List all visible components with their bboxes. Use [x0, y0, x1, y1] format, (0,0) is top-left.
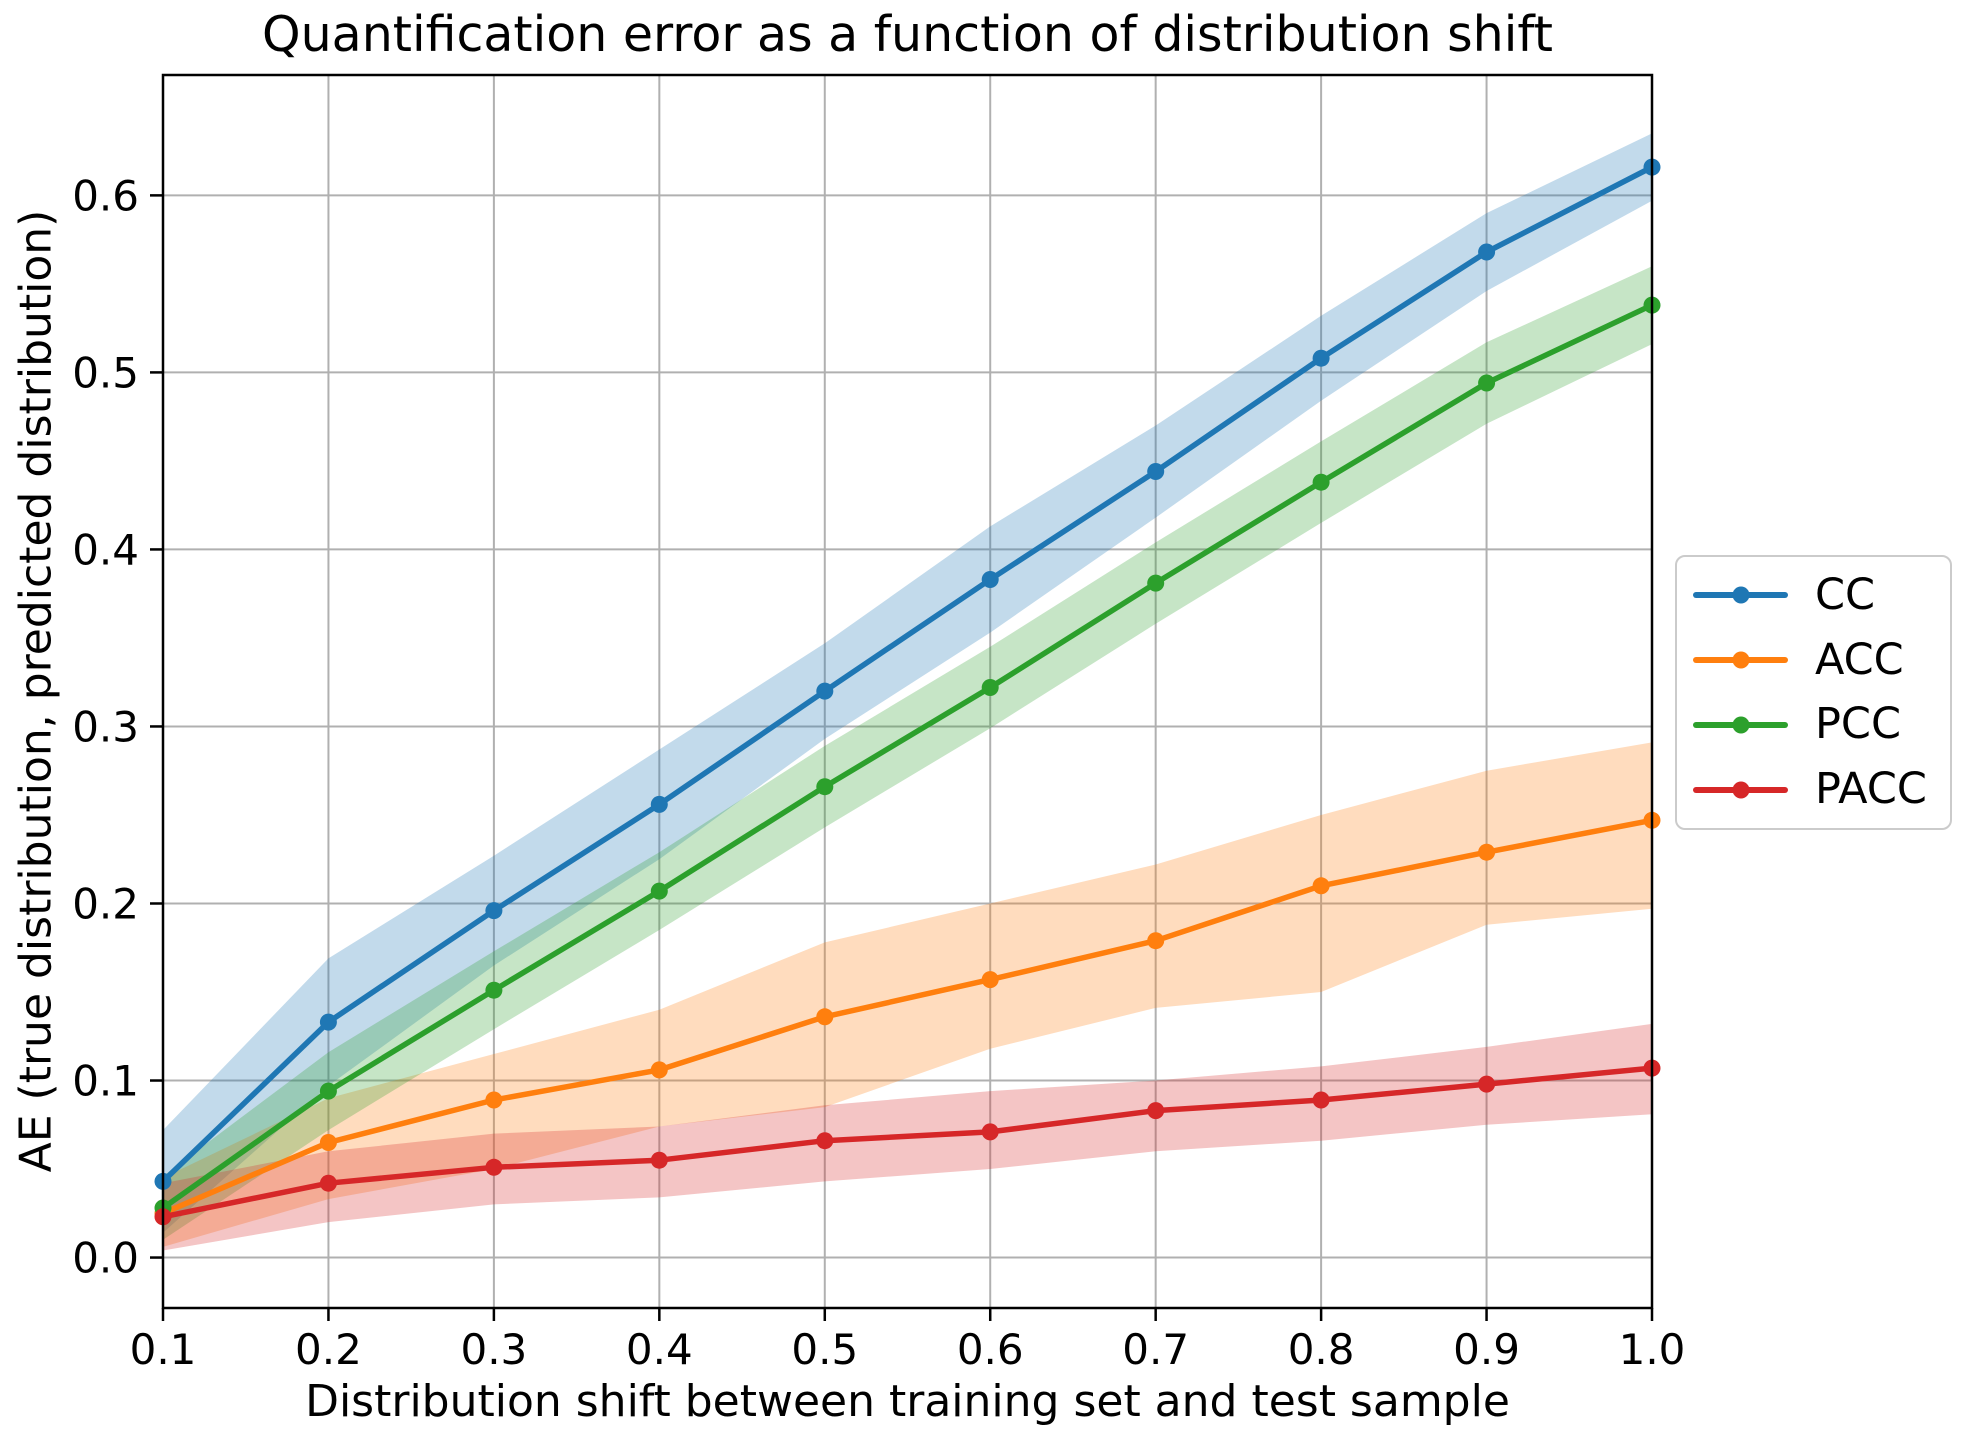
legend-label-acc: ACC [1815, 634, 1904, 685]
data-point-pacc [1478, 1075, 1496, 1093]
y-tick-label: 0.3 [72, 702, 139, 751]
confidence-band-cc [163, 133, 1652, 1233]
data-point-pacc [1312, 1091, 1330, 1109]
x-tick-label: 0.1 [130, 1325, 197, 1374]
x-tick-label: 0.8 [1288, 1325, 1355, 1374]
legend-line-sample-cc [1693, 586, 1788, 604]
data-point-pcc [981, 679, 999, 696]
y-tick-label: 0.1 [72, 1057, 139, 1106]
series-line-cc [160, 164, 1655, 1185]
series-line-pacc [160, 1065, 1655, 1220]
legend: CC ACC PCC PACC [1675, 555, 1952, 830]
legend-marker-icon [1732, 716, 1749, 734]
y-tick-label: 0.0 [72, 1234, 139, 1283]
y-tick-label: 0.4 [72, 525, 139, 574]
data-point-pacc [485, 1158, 503, 1176]
data-point-pcc [816, 778, 834, 796]
data-point-pcc [1312, 473, 1330, 491]
legend-marker-icon [1732, 651, 1749, 669]
x-tick-label: 1.0 [1619, 1325, 1686, 1374]
chart-title: Quantification error as a function of di… [262, 6, 1553, 63]
legend-marker-icon [1732, 781, 1749, 799]
legend-line-sample-pcc [1693, 716, 1788, 734]
x-tick-label: 0.9 [1453, 1325, 1520, 1374]
data-point-acc [981, 971, 999, 989]
x-axis-label: Distribution shift between training set … [305, 1376, 1510, 1427]
data-point-pcc [319, 1082, 337, 1100]
data-point-acc [319, 1134, 337, 1151]
data-point-acc [1147, 932, 1165, 950]
confidence-band-acc [163, 742, 1652, 1247]
data-point-pacc [981, 1123, 999, 1141]
y-tick-label: 0.2 [72, 879, 139, 928]
data-point-pcc [485, 981, 503, 999]
legend-line-sample-pacc [1693, 781, 1788, 799]
data-point-pacc [319, 1174, 337, 1192]
data-point-acc [1312, 877, 1330, 895]
legend-label-pcc: PCC [1815, 699, 1901, 750]
data-point-acc [650, 1061, 668, 1079]
legend-label-pacc: PACC [1815, 764, 1927, 815]
legend-item-acc: ACC [1693, 629, 1940, 691]
series-line-acc [160, 817, 1655, 1217]
x-tick-label: 0.6 [957, 1325, 1024, 1374]
data-point-cc [1478, 243, 1496, 261]
x-tick-label: 0.3 [460, 1325, 527, 1374]
x-tick-label: 0.5 [791, 1325, 858, 1374]
data-point-pacc [1147, 1102, 1165, 1120]
legend-item-pacc: PACC [1693, 759, 1940, 821]
data-point-acc [485, 1091, 503, 1109]
data-point-pcc [1147, 574, 1165, 592]
legend-line-sample-acc [1693, 651, 1788, 669]
data-point-acc [816, 1008, 834, 1026]
data-point-pacc [650, 1151, 668, 1169]
data-point-pcc [650, 882, 668, 900]
data-point-cc [485, 902, 503, 920]
legend-item-cc: CC [1693, 564, 1940, 626]
data-point-cc [1312, 349, 1330, 367]
data-point-cc [981, 571, 999, 588]
x-tick-label: 0.2 [295, 1325, 362, 1374]
data-point-cc [1147, 463, 1165, 480]
data-point-acc [1478, 843, 1496, 861]
y-axis-label: AE (true distribution, predicted distrib… [10, 209, 62, 1173]
y-tick-label: 0.5 [72, 348, 139, 397]
y-tick-label: 0.6 [72, 171, 139, 220]
legend-item-pcc: PCC [1693, 694, 1940, 756]
legend-marker-icon [1732, 586, 1749, 604]
legend-label-cc: CC [1815, 569, 1876, 620]
series-line-pcc [160, 302, 1655, 1211]
data-point-cc [650, 795, 668, 813]
data-point-cc [816, 682, 834, 700]
data-point-pcc [1478, 374, 1496, 392]
axes-spines [161, 73, 1654, 1310]
data-point-cc [319, 1013, 337, 1031]
x-tick-label: 0.7 [1122, 1325, 1189, 1374]
x-tick-label: 0.4 [626, 1325, 693, 1374]
data-point-pacc [816, 1132, 834, 1150]
